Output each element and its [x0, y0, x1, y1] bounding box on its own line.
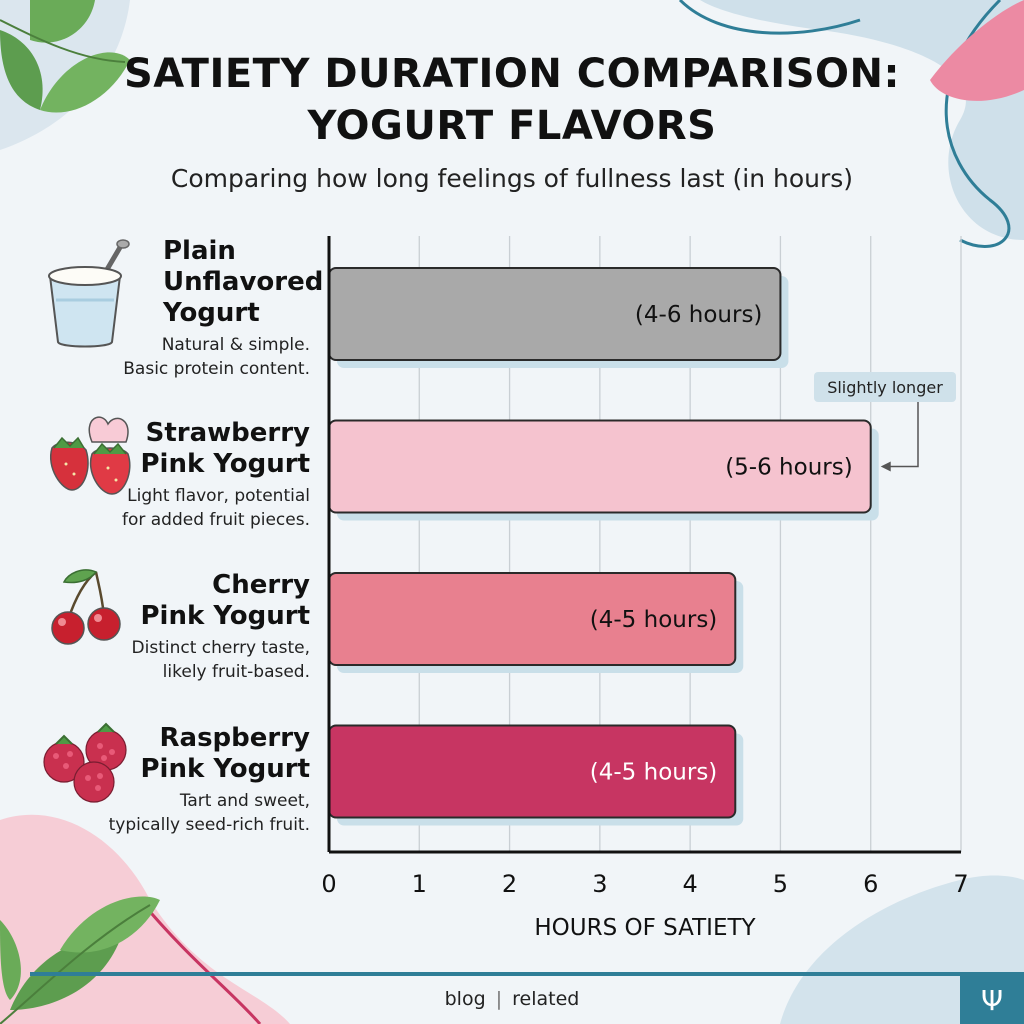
category-description: Distinct cherry taste, likely fruit-base…	[40, 636, 310, 684]
strawberry-icon	[49, 416, 131, 495]
annotation-leader	[882, 402, 919, 468]
bar-data-label: (4-5 hours)	[590, 607, 718, 633]
category-description-line: Tart and sweet,	[179, 791, 310, 811]
category-description-line: likely fruit-based.	[162, 662, 310, 682]
category-name-line: Unflavored	[163, 267, 324, 297]
top-right-curve	[678, 0, 861, 35]
title-line-2: YOGURT FLAVORS	[307, 103, 717, 149]
title-line-1: SATIETY DURATION COMPARISON:	[124, 51, 900, 97]
bottom-left-stem	[0, 904, 151, 1024]
category-description-line: Natural & simple.	[161, 335, 310, 355]
category-label-strawberry: Strawberry Pink Yogurt Light flavor, pot…	[40, 418, 310, 532]
category-name: Cherry Pink Yogurt	[40, 570, 311, 632]
category-name-line: Yogurt	[163, 298, 260, 328]
category-name: Raspberry Pink Yogurt	[40, 723, 311, 785]
top-right-leaf	[930, 0, 1024, 101]
category-name: Plain Unflavored Yogurt	[40, 236, 324, 329]
bar-data-label: (4-6 hours)	[635, 302, 763, 328]
footer-link-blog[interactable]: blog	[444, 988, 486, 1010]
category-description-line: Light flavor, potential	[127, 486, 310, 506]
brand-logo-icon: Ψ	[960, 976, 1024, 1024]
category-label-cherry: Cherry Pink Yogurt Distinct cherry taste…	[40, 570, 310, 684]
category-name-line: Strawberry	[145, 418, 310, 448]
category-description: Tart and sweet, typically seed-rich frui…	[40, 789, 310, 837]
annotation-box	[814, 372, 956, 402]
x-tick-label: 2	[502, 870, 517, 898]
bottom-left-leaf-3	[0, 920, 21, 1000]
cherry-icon	[51, 569, 121, 645]
page-title: SATIETY DURATION COMPARISON: YOGURT FLAV…	[0, 48, 1024, 152]
category-name-line: Pink Yogurt	[140, 601, 311, 631]
footer-link-related[interactable]: related	[512, 988, 580, 1010]
category-description: Light flavor, potential for added fruit …	[40, 484, 310, 532]
yogurt-cup-icon	[48, 239, 130, 348]
x-tick-label: 4	[683, 870, 698, 898]
category-description-line: Basic protein content.	[123, 359, 310, 379]
category-description-line: typically seed-rich fruit.	[108, 815, 310, 835]
chart-subtitle: Comparing how long feelings of fullness …	[170, 164, 854, 193]
annotation-arrowhead	[880, 461, 891, 472]
category-name-line: Plain	[163, 236, 236, 266]
x-tick-label: 0	[321, 870, 336, 898]
category-label-raspberry: Raspberry Pink Yogurt Tart and sweet, ty…	[40, 723, 310, 837]
x-axis-title: HOURS OF SATIETY	[534, 915, 756, 941]
footer-divider	[30, 972, 1024, 976]
bottom-left-curve	[138, 899, 262, 1024]
annotation-text: Slightly longer	[827, 378, 943, 397]
top-left-leaf-1	[0, 30, 43, 110]
top-left-leaf-3	[40, 52, 130, 113]
category-name-line: Cherry	[212, 570, 310, 600]
x-tick-label: 1	[412, 870, 427, 898]
category-name-line: Pink Yogurt	[140, 449, 311, 479]
top-left-stem	[0, 19, 126, 63]
footer-separator: |	[495, 988, 503, 1010]
category-name-line: Pink Yogurt	[140, 754, 311, 784]
category-description-line: for added fruit pieces.	[121, 510, 310, 530]
top-left-leaf-2	[30, 0, 95, 43]
x-tick-label: 5	[773, 870, 788, 898]
category-name-line: Raspberry	[159, 723, 311, 753]
category-label-plain: Plain Unflavored Yogurt Natural & simple…	[40, 236, 324, 381]
raspberry-icon	[43, 722, 127, 803]
x-tick-label: 6	[863, 870, 878, 898]
x-tick-label: 7	[953, 870, 968, 898]
category-name: Strawberry Pink Yogurt	[40, 418, 311, 480]
category-description-line: Distinct cherry taste,	[131, 638, 310, 658]
category-description: Natural & simple. Basic protein content.	[40, 333, 310, 381]
bottom-left-leaf-2	[60, 896, 160, 953]
bar-data-label: (4-5 hours)	[590, 760, 718, 786]
top-right-blob	[700, 0, 1024, 240]
footer-links: blog | related	[0, 988, 1024, 1010]
bar-data-label: (5-6 hours)	[725, 455, 853, 481]
x-tick-label: 3	[592, 870, 607, 898]
